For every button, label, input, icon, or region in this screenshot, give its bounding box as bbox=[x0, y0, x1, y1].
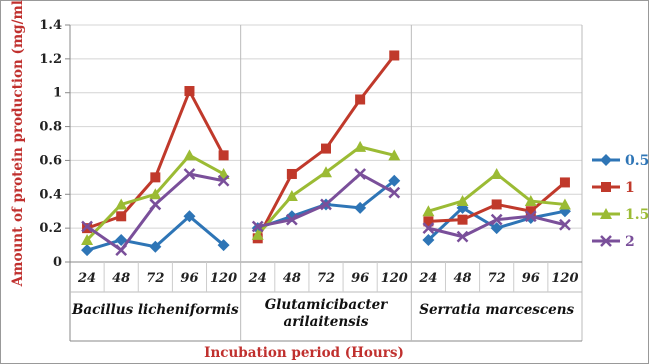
data-point bbox=[81, 220, 93, 233]
data-point bbox=[388, 186, 401, 199]
y-tick-label: 1.2 bbox=[39, 52, 62, 67]
data-point bbox=[285, 213, 298, 226]
x-tick-label: 96 bbox=[351, 271, 369, 286]
data-point bbox=[524, 210, 537, 223]
data-point bbox=[558, 198, 571, 210]
data-point bbox=[116, 211, 127, 222]
axis-layer: 0 0.2 0.4 0.6 0.8 1 1.2 1.4 24 48 72 96 120 Bacillus … bbox=[39, 18, 583, 342]
x-tick-label: 48 bbox=[112, 271, 130, 286]
data-point bbox=[355, 94, 366, 105]
data-point bbox=[251, 220, 264, 233]
legend-item: 1 bbox=[592, 180, 635, 196]
x-axis-title: Incubation period (Hours) bbox=[204, 345, 404, 361]
data-point bbox=[218, 150, 229, 161]
x-tick-label: 120 bbox=[210, 271, 237, 286]
data-point bbox=[388, 149, 401, 161]
legend-item: 2 bbox=[592, 234, 635, 250]
x-tick-label: 48 bbox=[283, 271, 301, 286]
data-point bbox=[320, 166, 332, 178]
y-axis-title: Amount of protein production (mg/ml) bbox=[10, 0, 26, 287]
data-point bbox=[184, 86, 195, 97]
data-point bbox=[217, 239, 230, 252]
x-tick-label: 24 bbox=[248, 271, 267, 286]
data-point bbox=[81, 233, 94, 245]
legend-marker bbox=[600, 154, 612, 166]
data-point bbox=[321, 143, 331, 154]
data-point bbox=[150, 172, 161, 183]
group-label: Serratia marcescens bbox=[419, 302, 574, 318]
legend-label: 2 bbox=[625, 234, 635, 250]
legend: 0.5 1 1.5 2 bbox=[592, 153, 649, 250]
legend-item: 0.5 bbox=[592, 153, 649, 169]
data-point bbox=[490, 222, 503, 235]
y-tick-label: 1.4 bbox=[39, 18, 62, 33]
data-point bbox=[81, 244, 94, 257]
y-tick-label: 0.2 bbox=[39, 221, 62, 236]
legend-label: 1.5 bbox=[625, 207, 649, 223]
legend-marker bbox=[600, 208, 612, 219]
data-point bbox=[354, 168, 367, 180]
y-tick-label: 1 bbox=[53, 86, 62, 101]
group-label: arilaitensis bbox=[284, 314, 369, 330]
y-tick-label: 0.8 bbox=[39, 120, 62, 135]
data-point bbox=[217, 174, 230, 187]
data-point bbox=[149, 240, 162, 253]
legend-marker bbox=[601, 182, 611, 192]
series-2 bbox=[81, 168, 571, 257]
x-tick-label: 72 bbox=[146, 271, 164, 286]
data-point bbox=[354, 201, 367, 214]
x-tick-label: 96 bbox=[522, 271, 540, 286]
x-tick-label: 72 bbox=[317, 271, 335, 286]
x-tick-label: 72 bbox=[488, 271, 506, 286]
group-label: Bacillus licheniformis bbox=[71, 302, 239, 318]
legend-item: 1.5 bbox=[592, 207, 649, 223]
data-point bbox=[183, 210, 196, 223]
data-point bbox=[286, 168, 297, 179]
x-tick-label: 24 bbox=[77, 271, 96, 286]
data-point bbox=[423, 216, 434, 227]
data-point bbox=[115, 244, 128, 257]
data-point bbox=[422, 222, 435, 235]
data-point bbox=[456, 195, 469, 207]
data-point bbox=[115, 233, 128, 246]
data-point bbox=[559, 218, 571, 231]
x-tick-label: 120 bbox=[381, 271, 408, 286]
data-point bbox=[388, 174, 401, 187]
data-point bbox=[490, 213, 503, 226]
data-point bbox=[320, 198, 332, 211]
x-tick-label: 120 bbox=[551, 271, 578, 286]
data-point bbox=[149, 188, 162, 200]
data-point bbox=[422, 233, 435, 246]
data-point bbox=[525, 206, 536, 217]
data-point bbox=[456, 230, 469, 243]
data-point bbox=[354, 140, 367, 152]
data-point bbox=[389, 50, 400, 61]
data-point bbox=[149, 198, 162, 211]
y-tick-label: 0.4 bbox=[39, 187, 62, 202]
series-layer bbox=[81, 50, 571, 257]
data-point bbox=[490, 167, 503, 179]
data-point bbox=[422, 205, 435, 217]
data-point bbox=[251, 228, 264, 240]
y-tick-label: 0.6 bbox=[39, 153, 62, 168]
x-tick-label: 96 bbox=[180, 271, 198, 286]
y-tick-label: 0 bbox=[53, 255, 62, 270]
data-point bbox=[524, 195, 537, 207]
group-label: Glutamicibacter bbox=[265, 297, 388, 313]
legend-label: 1 bbox=[625, 180, 635, 196]
data-point bbox=[183, 168, 196, 180]
data-point bbox=[491, 199, 502, 210]
data-point bbox=[559, 177, 570, 188]
data-point bbox=[457, 214, 468, 225]
legend-label: 0.5 bbox=[625, 153, 649, 169]
x-tick-label: 24 bbox=[418, 271, 437, 286]
data-point bbox=[115, 198, 128, 210]
data-point bbox=[183, 149, 196, 161]
legend-marker bbox=[600, 235, 612, 247]
x-tick-label: 48 bbox=[453, 271, 471, 286]
data-point bbox=[285, 189, 298, 201]
